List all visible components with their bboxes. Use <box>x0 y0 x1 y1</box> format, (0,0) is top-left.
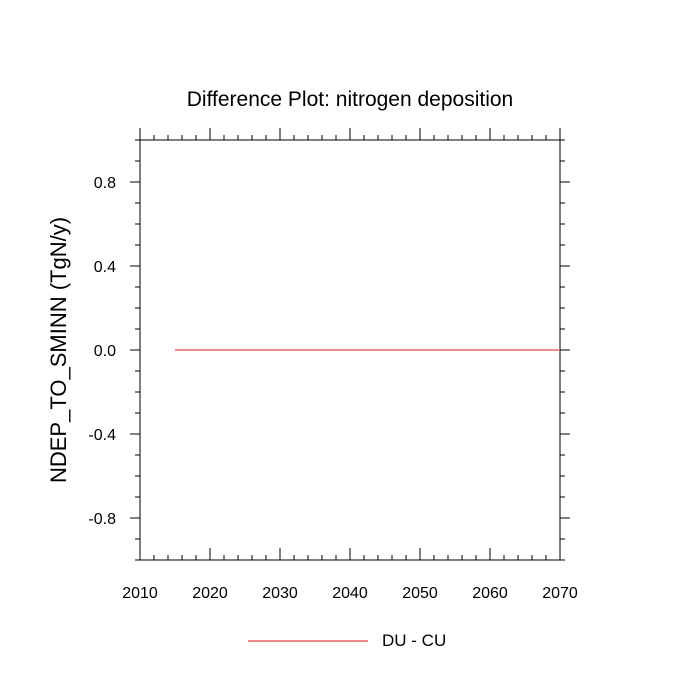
y-tick-label: -0.4 <box>88 427 116 444</box>
y-tick-label: 0.8 <box>94 175 116 192</box>
y-tick-label: -0.8 <box>88 511 116 528</box>
y-tick-label: 0.4 <box>94 259 116 276</box>
x-tick-label: 2070 <box>542 585 578 602</box>
y-axis-label: NDEP_TO_SMINN (TgN/y) <box>46 216 71 484</box>
x-tick-label: 2030 <box>262 585 298 602</box>
x-tick-label: 2020 <box>192 585 228 602</box>
chart-title: Difference Plot: nitrogen deposition <box>186 88 514 111</box>
x-tick-label: 2060 <box>472 585 508 602</box>
x-tick-label: 2040 <box>332 585 368 602</box>
x-tick-label: 2050 <box>402 585 438 602</box>
legend-entry-label: DU - CU <box>382 631 447 650</box>
x-tick-label: 2010 <box>122 585 158 602</box>
axis-tick-labels: 2010 2020 2030 2040 2050 2060 2070 0.8 0.4 0.0 -0.… <box>88 175 577 602</box>
y-tick-label: 0.0 <box>94 343 116 360</box>
axis-ticks <box>130 128 570 561</box>
